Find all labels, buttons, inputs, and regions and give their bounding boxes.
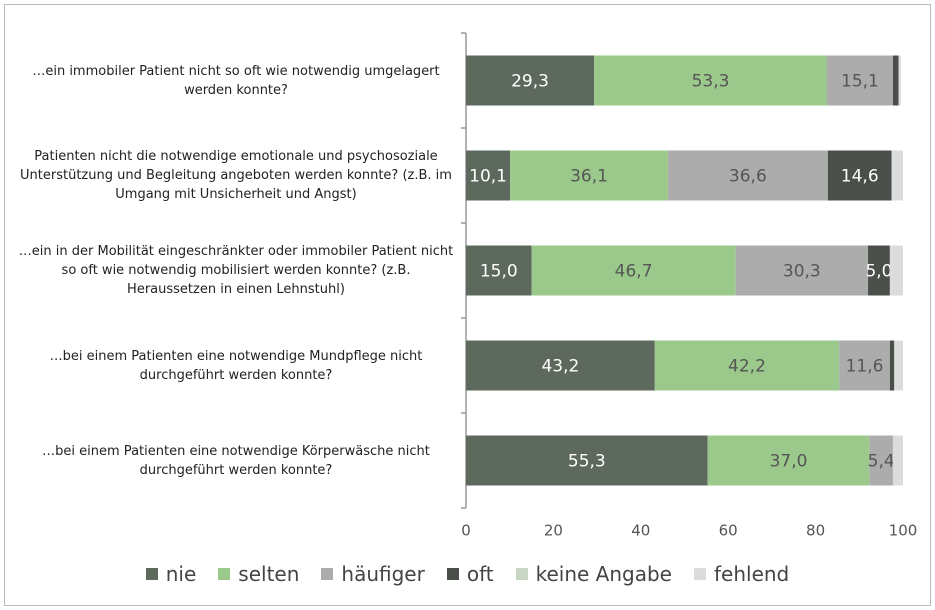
legend-label: keine Angabe [535, 562, 672, 586]
legend-item: keine Angabe [515, 562, 672, 586]
legend-item: oft [446, 562, 494, 586]
x-tick-label: 0 [461, 522, 471, 540]
bar-segment [898, 55, 901, 106]
bar-segment [891, 150, 903, 201]
x-tick-label: 60 [719, 522, 738, 540]
value-label: 30,3 [783, 262, 821, 282]
legend-item: selten [218, 562, 299, 586]
frame [4, 4, 931, 606]
bar-segment [735, 245, 869, 296]
bar-segment [889, 245, 903, 296]
bar-segment [892, 435, 903, 486]
legend-label: selten [238, 562, 300, 586]
value-label: 46,7 [615, 262, 653, 282]
value-label: 10,1 [469, 167, 507, 187]
bar-segment [667, 150, 828, 201]
legend-swatch [446, 568, 459, 580]
bar-segment [466, 245, 532, 296]
legend: nie selten häufiger oft keine Angabe fehlend [0, 562, 935, 586]
bar-segment [531, 245, 736, 296]
value-label: 29,3 [511, 72, 549, 92]
bar-segment [654, 340, 840, 391]
value-label: 43,2 [541, 357, 579, 377]
value-label: 36,6 [729, 167, 767, 187]
bar-segment [510, 150, 668, 201]
value-label: 36,1 [570, 167, 608, 187]
category-label: …ein in der Mobilität eingeschränkter od… [18, 244, 454, 297]
legend-swatch [145, 568, 158, 580]
bar-segment [827, 150, 892, 201]
value-label: 5,0 [865, 262, 892, 282]
x-tick-label: 40 [631, 522, 650, 540]
bar-segment [868, 245, 890, 296]
legend-swatch [218, 568, 231, 580]
bar-segment [466, 340, 655, 391]
category-label: Patienten nicht die notwendige emotional… [20, 149, 452, 202]
x-tick-label: 20 [544, 522, 563, 540]
value-label: 37,0 [770, 452, 808, 472]
bar-segment [869, 435, 893, 486]
legend-label: fehlend [714, 562, 790, 586]
category-label: …bei einem Patienten eine notwendige Mun… [49, 348, 423, 383]
legend-swatch [515, 568, 528, 580]
x-tick-label: 80 [806, 522, 825, 540]
bar-segment [594, 55, 827, 106]
category-label: …ein immobiler Patient nicht so oft wie … [32, 63, 440, 98]
legend-label: oft [466, 562, 494, 586]
bar-segment [889, 340, 895, 391]
legend-swatch [694, 568, 706, 580]
legend-label: häufiger [341, 562, 425, 586]
value-label: 11,6 [846, 357, 884, 377]
bar-segment [466, 435, 708, 486]
value-label: 55,3 [568, 452, 606, 472]
x-tick-label: 100 [889, 522, 918, 540]
category-label: …bei einem Patienten eine notwendige Kör… [42, 443, 430, 478]
legend-item: fehlend [694, 562, 789, 586]
legend-item: häufiger [321, 562, 425, 586]
value-label: 15,0 [480, 262, 518, 282]
bar-segment [466, 150, 511, 201]
value-label: 42,2 [728, 357, 766, 377]
bar-segment [892, 55, 899, 106]
bar-segment [894, 340, 903, 391]
bar-segment [826, 55, 893, 106]
bar-segment [707, 435, 870, 486]
legend-item: nie [145, 562, 197, 586]
value-label: 15,1 [841, 72, 879, 92]
value-label: 14,6 [841, 167, 879, 187]
value-label: 5,4 [868, 452, 895, 472]
value-label: 53,3 [692, 72, 730, 92]
legend-label: nie [165, 562, 197, 586]
bar-segment [466, 55, 595, 106]
bar-segment [839, 340, 890, 391]
legend-swatch [321, 568, 334, 580]
